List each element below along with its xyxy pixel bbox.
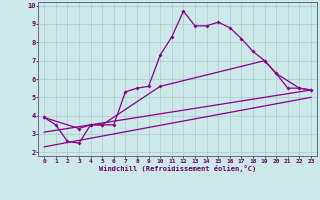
X-axis label: Windchill (Refroidissement éolien,°C): Windchill (Refroidissement éolien,°C) bbox=[99, 165, 256, 172]
